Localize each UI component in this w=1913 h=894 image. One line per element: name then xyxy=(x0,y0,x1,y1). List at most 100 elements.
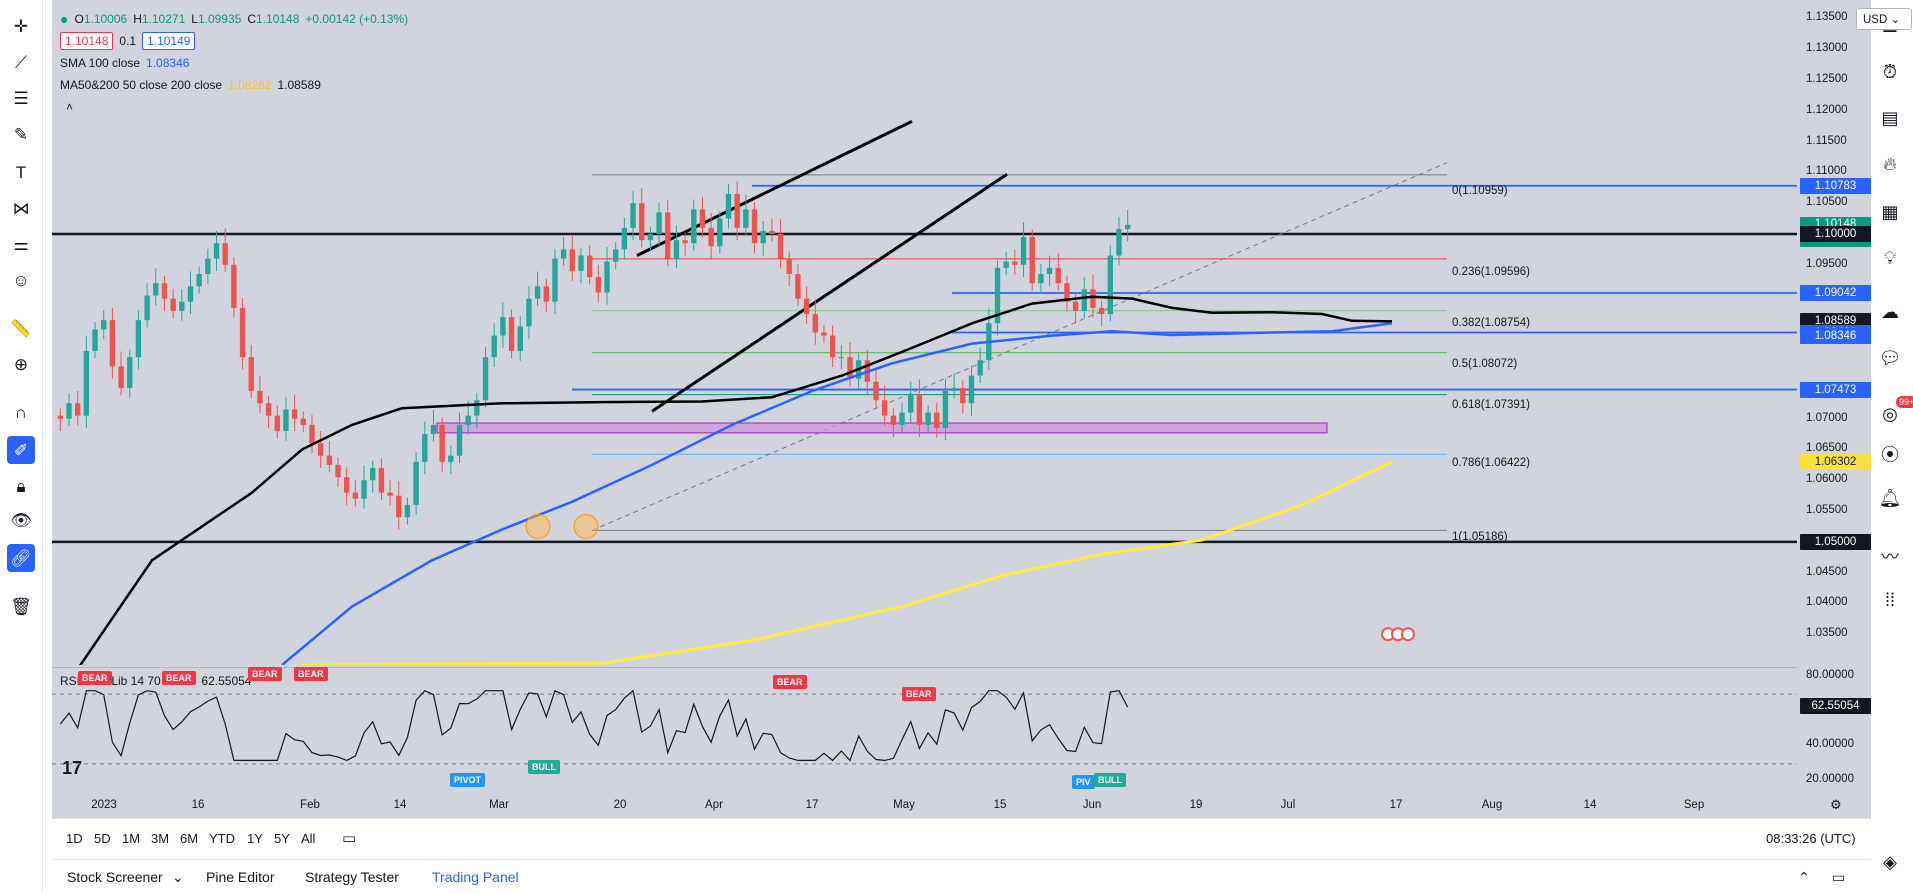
zoom-in-icon[interactable]: ⊕ xyxy=(13,354,29,374)
candle-body xyxy=(370,467,376,481)
candle-body xyxy=(812,314,818,333)
candle-body xyxy=(326,455,333,465)
collapse-panel-icon[interactable]: ⌃ xyxy=(1798,869,1810,885)
tab-trading-panel[interactable]: Trading Panel xyxy=(432,869,519,885)
live-stream-icon[interactable]: ⦿ xyxy=(1881,445,1899,465)
rsi-indicator-plot[interactable] xyxy=(52,667,1797,790)
alarm-clock-icon[interactable]: ⏰︎ xyxy=(1882,61,1898,82)
price-tick-label: 1.12000 xyxy=(1806,103,1848,116)
utc-clock[interactable]: 08:33:26 (UTC) xyxy=(1766,831,1856,846)
sell-price-box[interactable]: 1.10148 xyxy=(60,32,114,50)
chat-icon[interactable]: 💬︎ xyxy=(1878,347,1902,368)
channel-lower-line xyxy=(651,173,1008,413)
notifications-icon[interactable]: ◎ 99+ xyxy=(1876,396,1913,428)
time-tick-label: Mar xyxy=(489,799,509,811)
range-6m-button[interactable]: 6M xyxy=(180,831,199,846)
fibonacci-trend-line xyxy=(591,162,1448,531)
price-axis[interactable]: USD ⌄ 1.13500 1.13000 1.12500 1.12000 1.1150… xyxy=(1798,0,1912,789)
calendar-icon[interactable]: ▦ xyxy=(1881,201,1899,222)
range-all-button[interactable]: All xyxy=(301,831,316,846)
chevron-up-icon[interactable]: ˄ xyxy=(66,100,74,114)
candle-body xyxy=(708,227,714,247)
range-5y-button[interactable]: 5Y xyxy=(274,831,290,846)
candle-body xyxy=(430,424,437,435)
streams-cloud-icon[interactable]: ☁ xyxy=(1881,301,1899,322)
ideas-lightbulb-icon[interactable]: 💡︎ xyxy=(1883,247,1897,268)
left-drawing-toolbar: ✛ ⟋ ☰ ✎ T ⋈ ⚌ ☺ 📏 ⊕ ∩ ✐ 🔒︎ 👁︎ 🔗︎ 🗑︎ xyxy=(0,0,43,893)
chart-pulse-icon[interactable]: 〰 xyxy=(1881,547,1899,567)
buy-price-box[interactable]: 1.10149 xyxy=(142,32,196,50)
time-axis[interactable]: ⚙ 2023 16 Feb 14 Mar 20 Apr 17 May 15 Jun 19 Jul 17 Au… xyxy=(52,789,1841,818)
ruler-icon[interactable]: 📏 xyxy=(10,318,32,338)
hotlist-flame-icon[interactable]: 🔥︎ xyxy=(1883,153,1897,174)
time-tick-label: 15 xyxy=(993,799,1007,811)
range-5d-button[interactable]: 5D xyxy=(94,831,111,846)
emoji-icon[interactable]: ☺ xyxy=(12,270,30,290)
candle-body xyxy=(595,277,602,293)
chevron-down-icon[interactable]: ⌄ xyxy=(172,869,184,885)
layers-icon[interactable]: ◈ xyxy=(1883,851,1897,872)
visibility-dot-icon[interactable]: ● xyxy=(60,11,69,27)
candle-body xyxy=(439,424,445,462)
time-tick-label: 16 xyxy=(191,799,205,811)
price-tick-label: 1.13000 xyxy=(1806,42,1848,55)
horizontal-lines-icon[interactable]: ☰ xyxy=(13,88,29,108)
candle-body xyxy=(621,227,628,250)
price-tick-label: 1.10500 xyxy=(1806,196,1848,209)
tab-stock-screener[interactable]: Stock Screener xyxy=(67,869,163,885)
data-window-icon[interactable]: ▤ xyxy=(1881,107,1899,128)
crosshair-icon[interactable]: ✛ xyxy=(13,16,29,36)
link-icon[interactable]: 🔗︎ xyxy=(7,544,35,572)
candle-body xyxy=(231,264,237,308)
range-1d-button[interactable]: 1D xyxy=(66,831,83,846)
candle-body xyxy=(656,212,662,234)
forecasting-icon[interactable]: ⚌ xyxy=(13,234,29,254)
sma-legend-row[interactable]: SMA 100 close 1.08346 xyxy=(60,52,408,74)
pivot-signal: PIV xyxy=(1072,775,1095,789)
candle-body xyxy=(1055,267,1061,284)
range-1y-button[interactable]: 1Y xyxy=(247,831,263,846)
tab-strategy-tester[interactable]: Strategy Tester xyxy=(305,869,399,885)
bear-signal: BEAR xyxy=(294,667,328,681)
chart-area[interactable]: ● O 1.10006 H 1.10271 L 1.09935 C 1.10148 +0… xyxy=(52,0,1912,818)
open-value: 1.10006 xyxy=(83,12,128,26)
candle-body xyxy=(942,390,949,428)
candle-body xyxy=(604,261,610,293)
maximize-panel-icon[interactable]: ▭ xyxy=(1832,869,1846,885)
more-apps-icon[interactable]: ⁞⁞ xyxy=(1884,589,1895,610)
bell-icon[interactable]: 🔔︎ xyxy=(1878,487,1902,508)
range-1m-button[interactable]: 1M xyxy=(122,831,141,846)
candle-body xyxy=(1064,283,1070,302)
candle-body xyxy=(361,480,367,499)
range-ytd-button[interactable]: YTD xyxy=(209,831,235,846)
stay-drawing-mode-icon[interactable]: ✐ xyxy=(7,436,35,464)
candle-body xyxy=(213,243,220,259)
magnet-icon[interactable]: ∩ xyxy=(14,402,28,422)
candle-body xyxy=(352,492,359,499)
candle-body xyxy=(925,412,931,425)
candle-body xyxy=(153,283,159,296)
trash-icon[interactable]: 🗑︎ xyxy=(10,596,32,616)
currency-select[interactable]: USD ⌄ xyxy=(1856,8,1912,30)
range-3m-button[interactable]: 3M xyxy=(151,831,170,846)
candle-body xyxy=(994,267,1001,324)
axis-settings-icon[interactable]: ⚙ xyxy=(1830,797,1842,812)
main-price-plot[interactable] xyxy=(52,0,1797,665)
price-axis-label: 1.07473 xyxy=(1800,381,1871,398)
ma-legend-row[interactable]: MA50&200 50 close 200 close 1.08282 1.08… xyxy=(60,74,408,96)
pattern-icon[interactable]: ⋈ xyxy=(12,198,30,218)
eye-icon[interactable]: 👁︎ xyxy=(10,510,32,530)
ma50-legend-value: 1.08589 xyxy=(277,78,321,92)
go-to-date-calendar-icon[interactable]: ▭ xyxy=(342,830,357,847)
candle-body xyxy=(968,375,975,404)
tab-pine-editor[interactable]: Pine Editor xyxy=(206,869,275,885)
brush-icon[interactable]: ✎ xyxy=(13,124,29,144)
candle-body xyxy=(500,317,506,336)
trend-line-icon[interactable]: ⟋ xyxy=(15,52,27,72)
right-widget-toolbar: ☰ ⏰︎ ▤ 🔥︎ ▦ 💡︎ ☁ 💬︎ ◎99+ ⦿ 🔔︎ 〰 ⁞⁞ ◈ xyxy=(1867,0,1913,893)
bear-signal: BEAR xyxy=(78,671,112,685)
lock-icon[interactable]: 🔒︎ xyxy=(16,476,26,496)
collapse-legend-toggle[interactable]: ˄ xyxy=(60,96,408,118)
text-icon[interactable]: T xyxy=(15,162,27,182)
fib-label-0: 0(1.10959) xyxy=(1452,185,1508,197)
